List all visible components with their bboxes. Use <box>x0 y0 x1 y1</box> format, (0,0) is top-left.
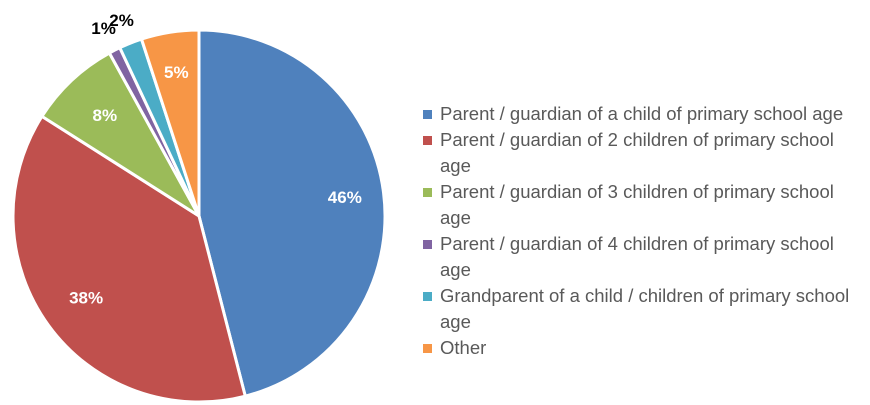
data-label-1: 46% <box>328 188 362 207</box>
legend-label: Other <box>440 337 487 358</box>
legend-swatch <box>423 292 432 301</box>
data-label-3: 8% <box>93 106 118 125</box>
legend-item-5: Grandparent of a child / children of pri… <box>423 283 868 335</box>
pie-slice-3 <box>40 51 201 218</box>
data-label-6: 5% <box>164 63 189 82</box>
legend-label: Grandparent of a child / children of pri… <box>440 285 850 332</box>
data-label-5: 2% <box>109 11 134 30</box>
legend-swatch <box>423 136 432 145</box>
pie-slices <box>11 28 387 404</box>
data-label-4: 1% <box>91 19 116 38</box>
legend-label: Parent / guardian of 4 children of prima… <box>440 233 834 280</box>
legend-item-3: Parent / guardian of 3 children of prima… <box>423 179 868 231</box>
chart-legend: Parent / guardian of a child of primary … <box>423 101 868 361</box>
legend-item-6: Other <box>423 335 868 361</box>
legend-swatch <box>423 110 432 119</box>
legend-swatch <box>423 344 432 353</box>
data-label-2: 38% <box>69 289 103 308</box>
legend-swatch <box>423 188 432 197</box>
pie-slice-6 <box>140 28 201 218</box>
pie-data-labels: 46% 38% 8% 1%2% 5% <box>69 11 362 307</box>
legend-label: Parent / guardian of a child of primary … <box>440 103 844 124</box>
legend-label: Parent / guardian of 3 children of prima… <box>440 181 834 228</box>
pie-slice-2 <box>11 114 247 404</box>
legend-item-4: Parent / guardian of 4 children of prima… <box>423 231 868 283</box>
legend-label: Parent / guardian of 2 children of prima… <box>440 129 834 176</box>
legend-item-1: Parent / guardian of a child of primary … <box>423 101 868 127</box>
pie-slice-1 <box>197 28 387 398</box>
legend-swatch <box>423 240 432 249</box>
legend-item-2: Parent / guardian of 2 children of prima… <box>423 127 868 179</box>
